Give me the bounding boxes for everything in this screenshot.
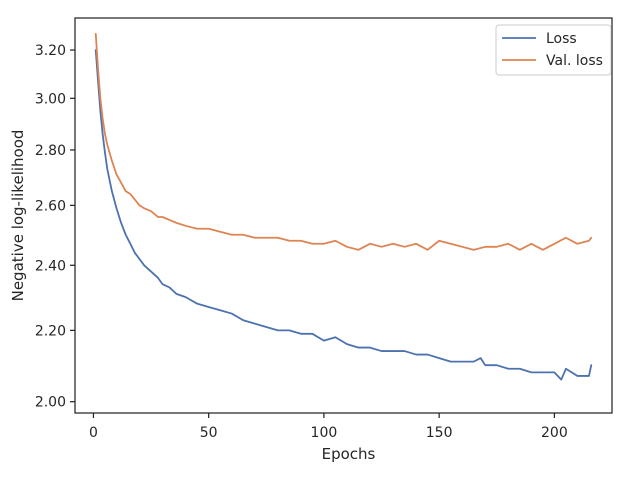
y-tick-label: 2.00 xyxy=(35,395,66,411)
x-tick-label: 200 xyxy=(541,425,568,441)
y-tick-label: 3.00 xyxy=(35,91,66,107)
legend: Loss Val. loss xyxy=(495,24,612,76)
series-layer xyxy=(94,32,593,381)
x-tick-label: 100 xyxy=(311,425,338,441)
x-axis-label: Epochs xyxy=(322,445,376,463)
y-tick-label: 2.40 xyxy=(35,258,66,274)
y-axis-label: Negative log-likelihood xyxy=(9,130,27,302)
y-tick-label: 3.20 xyxy=(35,43,66,59)
ticks-layer: 0 50 100 150 200 2.00 2.20 2.40 2.60 2.80 3.00 3.20 xyxy=(35,43,568,441)
y-tick-label: 2.60 xyxy=(35,198,66,214)
y-tick-label: 2.80 xyxy=(35,143,66,159)
x-tick-label: 50 xyxy=(200,425,218,441)
y-tick-label: 2.20 xyxy=(35,323,66,339)
series-line-val-loss xyxy=(94,32,593,251)
x-tick-label: 0 xyxy=(89,425,98,441)
legend-label-loss: Loss xyxy=(546,31,577,47)
legend-label-val-loss: Val. loss xyxy=(546,53,603,69)
plot-frame xyxy=(74,17,613,414)
x-tick-label: 150 xyxy=(426,425,453,441)
series-line-loss xyxy=(94,49,593,381)
